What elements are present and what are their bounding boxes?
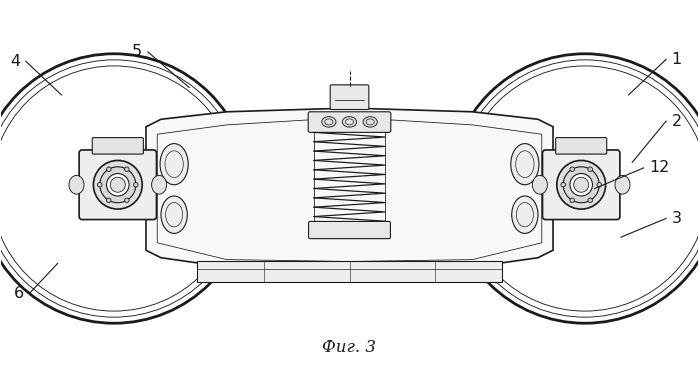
Ellipse shape	[152, 175, 166, 194]
Text: 1: 1	[672, 52, 682, 67]
Circle shape	[0, 70, 233, 307]
Circle shape	[563, 167, 599, 203]
Ellipse shape	[69, 175, 84, 194]
Ellipse shape	[533, 175, 547, 194]
Text: 5: 5	[132, 44, 142, 60]
FancyBboxPatch shape	[330, 85, 369, 110]
Text: 4: 4	[10, 54, 20, 69]
Circle shape	[597, 182, 601, 187]
Circle shape	[561, 182, 565, 187]
Ellipse shape	[343, 116, 356, 127]
Ellipse shape	[322, 116, 336, 127]
Circle shape	[588, 198, 593, 202]
Circle shape	[134, 182, 138, 187]
Text: Фиг. 3: Фиг. 3	[322, 339, 377, 356]
Ellipse shape	[363, 116, 377, 127]
Ellipse shape	[161, 196, 187, 233]
FancyBboxPatch shape	[556, 138, 607, 154]
Circle shape	[106, 167, 111, 172]
Circle shape	[106, 173, 129, 196]
Ellipse shape	[511, 144, 539, 185]
Circle shape	[100, 167, 136, 203]
Circle shape	[124, 167, 129, 172]
Text: 12: 12	[649, 161, 670, 175]
Circle shape	[588, 167, 593, 172]
Circle shape	[574, 177, 589, 192]
FancyBboxPatch shape	[542, 150, 620, 219]
Circle shape	[570, 198, 575, 202]
Circle shape	[94, 161, 142, 209]
Ellipse shape	[512, 196, 538, 233]
Circle shape	[110, 177, 125, 192]
FancyBboxPatch shape	[308, 112, 391, 132]
Circle shape	[124, 198, 129, 202]
Circle shape	[449, 54, 699, 323]
Ellipse shape	[160, 144, 188, 185]
Polygon shape	[196, 262, 503, 282]
Circle shape	[466, 70, 699, 307]
FancyBboxPatch shape	[308, 221, 391, 239]
Circle shape	[106, 198, 111, 202]
Polygon shape	[146, 108, 553, 269]
Text: 3: 3	[672, 211, 682, 226]
Circle shape	[0, 54, 250, 323]
FancyBboxPatch shape	[79, 150, 157, 219]
Ellipse shape	[615, 175, 630, 194]
FancyBboxPatch shape	[92, 138, 143, 154]
Circle shape	[570, 173, 593, 196]
Text: 2: 2	[672, 113, 682, 129]
Circle shape	[570, 167, 575, 172]
Circle shape	[98, 182, 102, 187]
Circle shape	[557, 161, 605, 209]
Text: 6: 6	[14, 286, 24, 301]
